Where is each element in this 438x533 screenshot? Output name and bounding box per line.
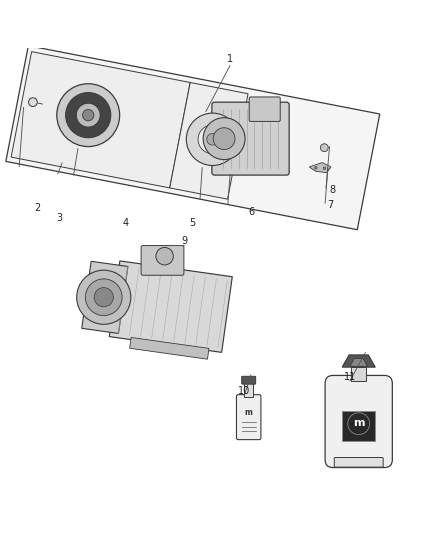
Circle shape xyxy=(198,125,227,154)
Polygon shape xyxy=(350,358,367,366)
Text: m: m xyxy=(245,408,253,417)
Text: 8: 8 xyxy=(329,185,336,195)
Bar xyxy=(11,52,190,188)
Bar xyxy=(82,261,128,334)
Text: 6: 6 xyxy=(249,207,255,217)
Circle shape xyxy=(94,288,113,307)
Bar xyxy=(170,83,248,199)
FancyBboxPatch shape xyxy=(237,394,261,440)
FancyBboxPatch shape xyxy=(242,376,256,384)
Circle shape xyxy=(57,84,120,147)
Circle shape xyxy=(77,270,131,324)
Circle shape xyxy=(82,109,94,121)
Circle shape xyxy=(156,247,173,265)
Polygon shape xyxy=(342,355,375,367)
Polygon shape xyxy=(309,163,331,173)
Text: 7: 7 xyxy=(327,200,333,211)
Text: 5: 5 xyxy=(190,218,196,228)
Bar xyxy=(351,367,366,381)
Bar xyxy=(244,383,254,397)
Circle shape xyxy=(85,279,122,316)
Text: 4: 4 xyxy=(122,218,128,228)
Circle shape xyxy=(207,134,218,145)
FancyBboxPatch shape xyxy=(325,375,392,467)
Circle shape xyxy=(213,128,235,150)
Bar xyxy=(6,46,380,230)
Bar xyxy=(130,337,209,359)
FancyBboxPatch shape xyxy=(212,102,289,175)
Circle shape xyxy=(186,113,239,166)
Circle shape xyxy=(320,144,328,151)
Circle shape xyxy=(314,166,317,169)
Circle shape xyxy=(203,118,245,159)
Text: 11: 11 xyxy=(344,372,356,382)
Circle shape xyxy=(323,167,326,169)
Circle shape xyxy=(348,413,370,434)
Circle shape xyxy=(76,103,100,127)
Circle shape xyxy=(66,93,111,138)
Circle shape xyxy=(28,98,37,107)
FancyBboxPatch shape xyxy=(343,410,375,441)
Text: m: m xyxy=(353,418,364,428)
Text: 2: 2 xyxy=(35,203,41,213)
Text: 10: 10 xyxy=(238,386,251,396)
Text: 3: 3 xyxy=(57,214,63,223)
FancyBboxPatch shape xyxy=(334,457,383,467)
Bar xyxy=(109,261,232,352)
Text: 1: 1 xyxy=(227,54,233,64)
FancyBboxPatch shape xyxy=(249,97,280,122)
FancyBboxPatch shape xyxy=(141,246,184,275)
Text: 9: 9 xyxy=(181,236,187,246)
